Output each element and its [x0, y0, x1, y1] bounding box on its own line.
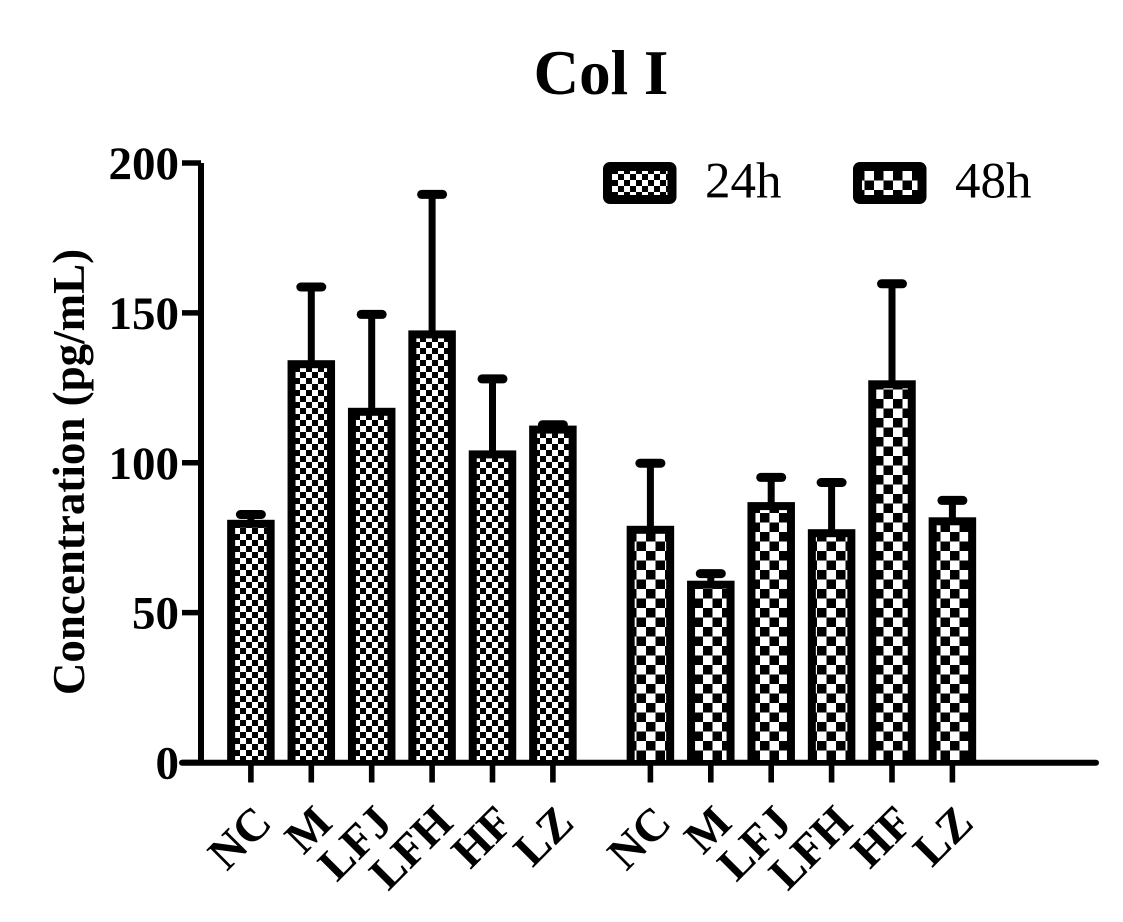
svg-text:150: 150 — [109, 288, 180, 340]
svg-text:NC: NC — [198, 796, 281, 879]
svg-text:LZ: LZ — [504, 796, 583, 875]
svg-text:LZ: LZ — [903, 796, 982, 875]
svg-text:100: 100 — [109, 438, 180, 490]
svg-text:0: 0 — [156, 738, 180, 790]
svg-text:24h: 24h — [705, 154, 782, 210]
svg-text:200: 200 — [109, 138, 180, 190]
svg-text:50: 50 — [132, 588, 179, 640]
svg-text:48h: 48h — [955, 154, 1032, 210]
svg-text:Col I: Col I — [534, 38, 669, 108]
svg-text:NC: NC — [597, 796, 680, 879]
svg-text:Concentration (pg/mL): Concentration (pg/mL) — [44, 249, 94, 695]
